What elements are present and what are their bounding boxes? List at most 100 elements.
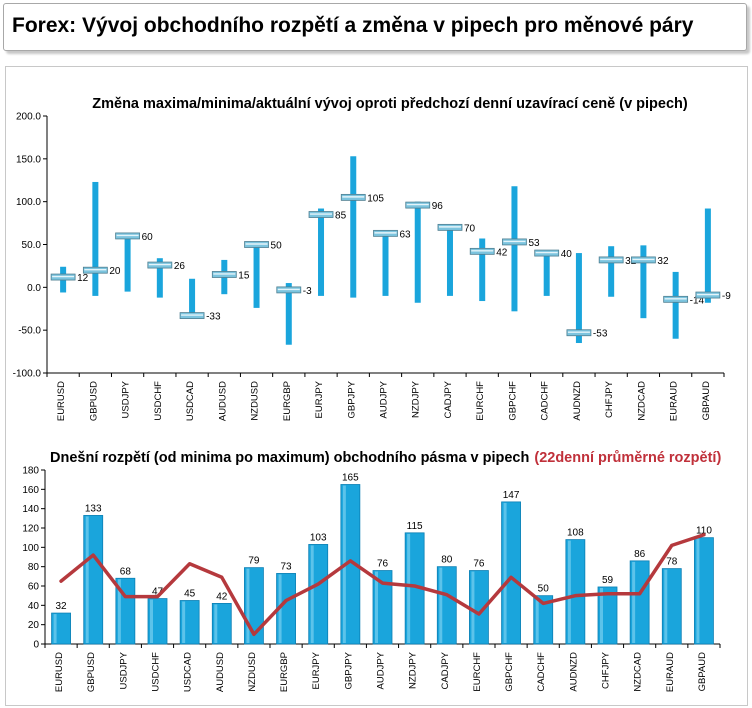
chart2-category-label: EURJPY [311,651,322,689]
bar-value-label: 47 [152,587,164,598]
chart1-y-tick-label: 100.0 [16,197,41,208]
chart2-title: Dnešní rozpětí (od minima po maximum) ob… [50,450,721,466]
chart2-y-tick-label: 60 [28,582,40,593]
range-bar [543,251,550,296]
chart1-category-label: NZDJPY [411,380,422,418]
chart2-category-label: GBPJPY [343,651,354,689]
chart2-category-label: USDJPY [118,651,129,689]
current-value-label: 15 [238,270,250,281]
range-bar [318,208,325,296]
chart2-title-series: (22denní průměrné rozpětí) [534,450,721,466]
current-value-label: 42 [496,247,508,258]
current-value-label: 26 [174,261,186,272]
current-value-label: -3 [303,286,312,297]
chart1-y-tick-label: 0.0 [27,283,41,294]
chart2-y-tick-label: 140 [22,504,39,515]
bar-value-label: 86 [634,549,646,560]
chart2-category-label: EURUSD [54,652,65,692]
bar-value-label: 147 [503,490,520,501]
chart1-category-label: EURAUD [669,381,680,421]
avg-range-line [59,533,706,637]
range-bar [92,181,99,296]
chart1-category-label: USDCAD [185,381,196,421]
chart1-category-label: EURCHF [475,381,486,421]
chart2-y-tick-label: 40 [28,601,40,612]
bar-value-label: 50 [538,584,550,595]
chart1-category-label: AUDJPY [379,380,390,418]
chart2-category-label: CADCHF [536,652,547,692]
chart1-category-label: CADCHF [540,381,551,421]
bar-value-label: 80 [441,555,453,566]
chart1-category-label: GBPJPY [346,380,357,418]
chart1-category-label: AUDUSD [217,381,228,421]
range-bar [511,186,518,312]
page-title: Forex: Vývoj obchodního rozpětí a změna … [12,14,694,37]
chart1-category-label: EURUSD [56,381,67,421]
range-bar [414,201,421,303]
range-bar [350,156,357,298]
bar-value-label: 42 [216,591,228,602]
range-bar [253,241,260,308]
range-bar-highlight [214,604,218,643]
chart2-category-label: CADJPY [440,651,451,689]
bar-value-label: 59 [602,575,614,586]
bar-value-label: 103 [310,532,327,543]
current-value-label: 105 [367,193,384,204]
range-bar-highlight [503,502,507,643]
range-bar [479,238,486,302]
chart2-category-label: EURGBP [279,652,290,692]
chart2-y-tick-label: 120 [22,524,39,535]
chart2-category-label: USDCAD [183,652,194,692]
chart2-y-tick-label: 80 [28,562,40,573]
current-value-label: 70 [464,223,476,234]
bar-value-label: 45 [184,589,196,600]
chart1-y-tick-label: -100.0 [13,369,42,380]
chart2-title-main: Dnešní rozpětí (od minima po maximum) ob… [50,450,529,466]
range-bar [704,208,711,303]
bar-value-label: 68 [120,566,132,577]
current-value-label: 96 [432,201,444,212]
chart1-category-label: EURJPY [314,380,325,418]
range-bar-highlight [664,569,668,643]
current-value-label: -9 [722,291,731,302]
current-value-label: 63 [400,229,412,240]
bar-value-label: 133 [85,503,102,514]
range-bar-highlight [439,567,443,643]
chart1-y-tick-label: -50.0 [18,326,41,337]
chart1-category-label: USDCHF [153,381,164,421]
chart1-category-label: GBPAUD [701,381,712,421]
range-bar-highlight [567,540,571,643]
chart2-category-label: AUDUSD [215,652,226,692]
chart1-category-label: CADJPY [443,380,454,418]
range-bar [156,258,163,298]
range-bar [608,246,615,297]
header-box: Forex: Vývoj obchodního rozpětí a změna … [3,3,747,51]
chart2-category-label: GBPUSD [86,652,97,692]
current-value-label: 40 [561,249,573,260]
current-value-label: 60 [142,232,154,243]
chart1-y-tick-label: 200.0 [16,112,41,123]
range-bar-highlight [632,561,636,643]
range-bar-highlight [85,516,89,643]
current-value-label: 50 [271,241,283,252]
bar-value-label: 79 [248,556,260,567]
chart1-category-label: GBPUSD [88,381,99,421]
range-bar [672,271,679,339]
current-value-label: 32 [625,256,637,267]
range-bar-highlight [407,533,411,643]
chart1-category-label: AUDNZD [572,381,583,421]
range-bar [382,232,389,296]
chart2-category-label: GBPAUD [697,652,708,692]
range-bar-highlight [696,538,700,643]
current-value-label: 32 [657,256,669,267]
current-value-label: -14 [690,295,705,306]
chart1-category-label: CHFJPY [604,380,615,418]
range-bar [446,225,453,296]
range-bar-highlight [310,545,314,643]
range-bar-highlight [600,587,603,643]
chart2-category-label: AUDJPY [376,651,387,689]
chart1-y-tick-label: 150.0 [16,154,41,165]
range-bar-highlight [375,571,378,643]
